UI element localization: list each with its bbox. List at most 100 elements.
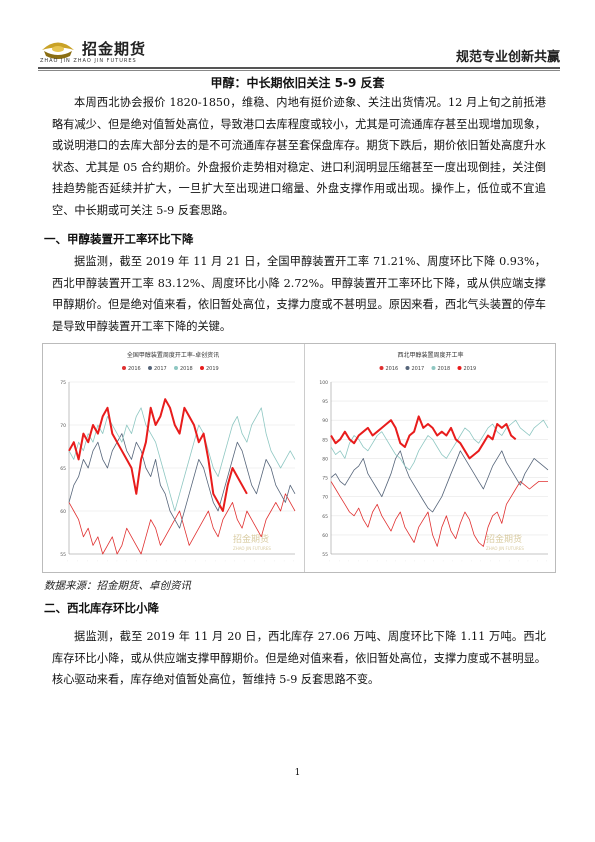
- legend-marker-2019: [457, 366, 462, 370]
- x-tick-mark: ·: [95, 559, 99, 562]
- series-line-2017: [330, 450, 549, 513]
- x-tick-mark: ·: [413, 559, 417, 562]
- watermark-english: ZHAO JIN FUTURES: [233, 546, 271, 551]
- page-number: 1: [294, 768, 301, 778]
- legend-label-2019: 2019: [206, 366, 219, 372]
- legend-marker-2018: [431, 366, 436, 370]
- x-tick-mark: ·: [366, 559, 370, 562]
- x-tick-mark: ·: [432, 559, 436, 562]
- company-logo: 招金期货 ZHAO JIN ZHAO JIN FUTURES: [38, 36, 188, 66]
- y-tick-label: 80: [322, 456, 328, 462]
- chart-title: 全国甲醇装置周度开工率-卓创资讯: [127, 351, 219, 359]
- header-divider: [38, 67, 560, 69]
- x-tick-mark: ·: [282, 559, 286, 562]
- series-line-2019: [68, 398, 248, 512]
- header-slogan: 规范专业创新共赢: [455, 50, 560, 65]
- y-tick-label: 65: [60, 466, 66, 472]
- x-tick-mark: ·: [526, 559, 530, 562]
- x-tick-mark: ·: [243, 559, 247, 562]
- y-tick-label: 60: [60, 509, 66, 515]
- y-tick-label: 90: [322, 418, 328, 424]
- x-tick-mark: ·: [262, 559, 266, 562]
- x-tick-mark: ·: [422, 559, 426, 562]
- y-tick-label: 60: [322, 533, 328, 539]
- legend-label-2017: 2017: [412, 366, 425, 372]
- x-tick-mark: ·: [517, 559, 521, 562]
- legend-marker-2019: [200, 366, 204, 370]
- series-line-2018: [330, 419, 549, 471]
- charts-panel: 全国甲醇装置周度开工率-卓创资讯 2016 2017 2018 2019 75 70 65 60…: [42, 343, 556, 573]
- legend-marker-2018: [174, 366, 178, 370]
- section-2-heading: 二、西北库存环比小降: [44, 601, 159, 615]
- x-tick-mark: ·: [223, 559, 227, 562]
- intro-paragraph: 本周西北协会报价 1820-1850，维稳、内地有挺价迹象、关注出货情况。12 …: [52, 96, 546, 217]
- legend-label-2017: 2017: [154, 366, 167, 372]
- x-tick-mark: ·: [76, 559, 80, 562]
- page-header: 招金期货 ZHAO JIN ZHAO JIN FUTURES 规范专业创新共赢: [38, 36, 560, 66]
- x-tick-mark: ·: [337, 559, 341, 562]
- x-tick-mark: ·: [385, 559, 389, 562]
- section-2-body: 据监测，截至 2019 年 11 月 20 日，西北库存 27.06 万吨、周度…: [52, 630, 546, 687]
- x-tick-mark: ·: [184, 559, 188, 562]
- section-1-heading: 一、甲醇装置开工率环比下降: [44, 232, 194, 246]
- x-tick-mark: ·: [115, 559, 119, 562]
- x-tick-mark: ·: [488, 559, 492, 562]
- legend-marker-2016: [379, 366, 384, 370]
- x-tick-mark: ·: [356, 559, 360, 562]
- legend-label-2018: 2018: [438, 366, 451, 372]
- y-tick-label: 85: [322, 437, 328, 443]
- x-tick-mark: ·: [203, 559, 207, 562]
- y-tick-label: 70: [60, 423, 66, 429]
- legend-marker-2017: [405, 366, 410, 370]
- legend-label-2018: 2018: [180, 366, 193, 372]
- y-tick-label: 100: [319, 380, 328, 386]
- legend-marker-2017: [148, 366, 152, 370]
- series-line-2019: [330, 415, 517, 460]
- x-tick-mark: ·: [460, 559, 464, 562]
- x-tick-mark: ·: [451, 559, 455, 562]
- legend-label-2016: 2016: [128, 366, 141, 372]
- y-tick-label: 65: [322, 514, 328, 520]
- y-tick-label: 70: [322, 495, 328, 501]
- y-tick-label: 55: [60, 552, 66, 558]
- y-tick-label: 75: [322, 476, 328, 482]
- x-tick-mark: ·: [125, 559, 129, 562]
- x-tick-mark: ·: [213, 559, 217, 562]
- section-1-body: 据监测，截至 2019 年 11 月 21 日，全国甲醇装置开工率 71.21%…: [52, 255, 546, 333]
- legend-label-2016: 2016: [386, 366, 399, 372]
- watermark-text: 招金期货: [233, 533, 269, 545]
- x-tick-mark: ·: [375, 559, 379, 562]
- x-tick-mark: ·: [105, 559, 109, 562]
- y-tick-label: 95: [322, 399, 328, 405]
- x-tick-mark: ·: [292, 559, 296, 562]
- x-tick-mark: ·: [469, 559, 473, 562]
- report-title: 甲醇：中长期依旧关注 5-9 反套: [210, 76, 385, 90]
- y-tick-label: 75: [60, 380, 66, 386]
- gold-ingot-icon: [42, 42, 74, 59]
- watermark-english: ZHAO JIN FUTURES: [486, 546, 524, 551]
- x-tick-mark: ·: [403, 559, 407, 562]
- x-tick-mark: ·: [164, 559, 168, 562]
- x-tick-mark: ·: [441, 559, 445, 562]
- chart-svg: 全国甲醇装置周度开工率-卓创资讯 2016 2017 2018 2019 75 70 65 60…: [60, 351, 296, 562]
- x-tick-mark: ·: [194, 559, 198, 562]
- x-tick-mark: ·: [66, 559, 70, 562]
- series-line-2018: [68, 407, 296, 512]
- x-tick-mark: ·: [174, 559, 178, 562]
- x-tick-mark: ·: [347, 559, 351, 562]
- x-tick-mark: ·: [154, 559, 158, 562]
- x-tick-mark: ·: [272, 559, 276, 562]
- series-line-2017: [68, 433, 296, 529]
- header-divider-thin: [38, 70, 560, 71]
- x-tick-mark: ·: [145, 559, 149, 562]
- national-methanol-operating-rate-chart: 全国甲醇装置周度开工率-卓创资讯 2016 2017 2018 2019 75 70 65 60…: [43, 344, 303, 572]
- x-tick-mark: ·: [233, 559, 237, 562]
- x-tick-mark: ·: [507, 559, 511, 562]
- series-line-2016: [330, 480, 548, 547]
- legend-marker-2016: [122, 366, 126, 370]
- data-source-note: 数据来源：招金期货、卓创资讯: [44, 580, 191, 592]
- logo-chinese-name: 招金期货: [82, 40, 147, 58]
- x-tick-mark: ·: [86, 559, 90, 562]
- x-tick-mark: ·: [545, 559, 549, 562]
- x-tick-mark: ·: [394, 559, 398, 562]
